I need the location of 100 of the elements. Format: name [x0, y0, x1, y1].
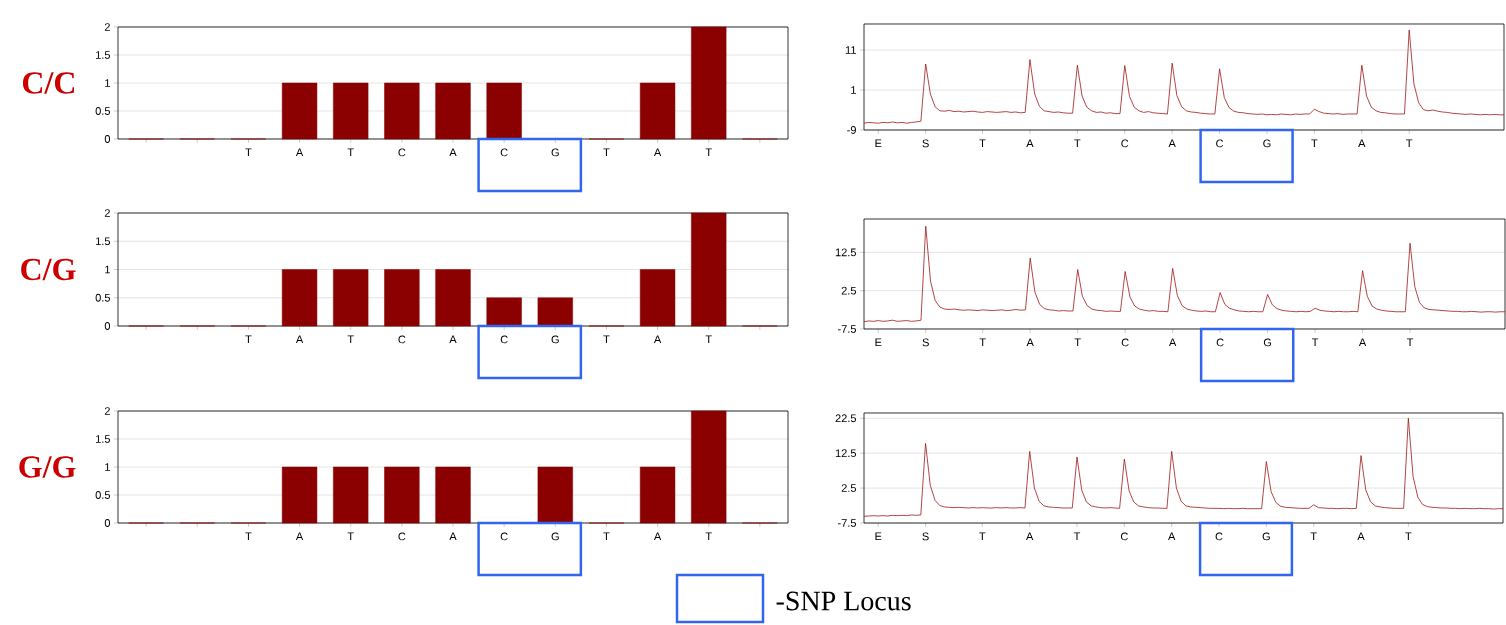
x-tick-label: T — [1073, 532, 1081, 541]
x-tick-label: A — [295, 532, 304, 541]
y-tick-label: 12.5 — [835, 449, 857, 458]
y-tick-label: 2 — [104, 209, 110, 217]
y-tick-label: -9 — [847, 126, 856, 134]
bar — [281, 82, 318, 140]
y-tick-label: 1 — [105, 265, 110, 274]
y-tick-label: 0.5 — [95, 107, 110, 115]
x-tick-label: A — [1168, 532, 1176, 541]
x-tick-label: A — [449, 148, 457, 157]
x-tick-label: A — [1026, 338, 1034, 347]
x-tick-label: T — [705, 532, 712, 541]
bar — [486, 297, 522, 327]
x-tick-label: S — [922, 139, 929, 148]
x-tick-label: C — [398, 335, 406, 344]
x-tick-label: A — [295, 335, 304, 344]
x-tick-label: A — [1168, 139, 1176, 148]
y-tick-label: 2.5 — [841, 484, 857, 492]
bar — [384, 82, 420, 140]
x-tick-label: G — [551, 335, 559, 344]
y-tick-label: 1 — [851, 86, 856, 94]
x-tick-label: T — [347, 532, 354, 541]
bar — [691, 26, 727, 140]
x-tick-label: T — [1406, 338, 1414, 347]
bar — [333, 82, 369, 140]
bar — [435, 82, 471, 140]
x-tick-label: T — [603, 335, 610, 344]
x-tick-label: G — [551, 148, 559, 157]
x-tick-label: T — [347, 335, 354, 344]
x-tick-label: T — [347, 148, 354, 157]
x-tick-label: A — [653, 335, 662, 344]
x-tick-label: A — [1168, 338, 1177, 347]
y-tick-label: 1.5 — [96, 237, 110, 246]
bar — [435, 466, 471, 524]
bar — [281, 269, 318, 327]
bar — [691, 410, 727, 524]
y-tick-label: 2 — [104, 407, 110, 415]
x-tick-label: G — [551, 532, 559, 541]
x-tick-label: T — [705, 148, 712, 157]
x-tick-label: T — [979, 338, 986, 347]
x-tick-label: G — [1263, 338, 1272, 347]
y-tick-label: 11 — [845, 46, 856, 54]
y-tick-label: -7.5 — [838, 519, 857, 527]
x-tick-label: A — [653, 532, 662, 541]
x-tick-label: S — [922, 338, 929, 347]
bar — [435, 269, 471, 327]
x-tick-label: E — [875, 338, 882, 347]
x-tick-label: C — [1216, 139, 1224, 148]
x-tick-label: E — [875, 139, 882, 148]
x-tick-label: T — [1405, 532, 1412, 541]
x-tick-label: A — [1026, 532, 1034, 541]
bar — [333, 269, 369, 327]
text: -SNP Locus — [776, 591, 911, 611]
x-tick-label: C — [1216, 338, 1224, 347]
y-axis-title: C/G — [21, 258, 76, 281]
x-tick-label: C — [1121, 139, 1129, 148]
x-tick-label: A — [449, 335, 457, 344]
y-tick-label: 0.5 — [95, 293, 110, 302]
x-tick-label: A — [1358, 139, 1366, 148]
x-tick-label: A — [1357, 532, 1365, 541]
x-tick-label: T — [1311, 338, 1319, 347]
y-tick-label: 2.5 — [841, 286, 857, 295]
x-tick-label: T — [979, 532, 986, 541]
x-tick-label: A — [1358, 338, 1367, 347]
x-tick-label: T — [1074, 139, 1081, 148]
x-tick-label: A — [295, 148, 304, 157]
y-tick-label: -7.5 — [838, 325, 857, 333]
bar — [691, 212, 727, 327]
y-tick-label: 12.5 — [835, 248, 856, 257]
y-tick-label: 1.5 — [96, 51, 110, 59]
x-tick-label: C — [398, 148, 406, 157]
y-tick-label: 2 — [104, 23, 110, 31]
x-tick-label: C — [398, 532, 406, 541]
y-tick-label: 1 — [105, 79, 110, 87]
bar — [639, 82, 676, 140]
y-tick-label: 1 — [105, 463, 110, 471]
x-tick-label: C — [1120, 532, 1128, 541]
x-tick-label: T — [245, 148, 252, 157]
x-tick-label: A — [1026, 139, 1034, 148]
x-tick-label: G — [1263, 139, 1271, 148]
bar — [639, 269, 676, 327]
x-tick-label: S — [922, 532, 929, 541]
x-tick-label: A — [449, 532, 457, 541]
y-axis-title: G/G — [19, 456, 76, 478]
y-axis-title: C/C — [22, 72, 75, 94]
x-tick-label: T — [245, 532, 252, 541]
y-tick-label: 1.5 — [96, 435, 110, 443]
x-tick-label: T — [245, 335, 252, 344]
y-tick-label: 0 — [104, 519, 111, 527]
bar — [281, 466, 318, 524]
y-tick-label: 0 — [104, 322, 111, 330]
bar — [333, 466, 369, 524]
x-tick-label: E — [875, 532, 882, 541]
x-tick-label: C — [500, 335, 508, 344]
x-tick-label: C — [500, 532, 508, 541]
y-tick-label: 0 — [104, 135, 111, 143]
bar — [537, 466, 573, 524]
x-tick-label: C — [1121, 338, 1129, 347]
bar — [639, 466, 676, 524]
x-tick-label: T — [603, 532, 610, 541]
